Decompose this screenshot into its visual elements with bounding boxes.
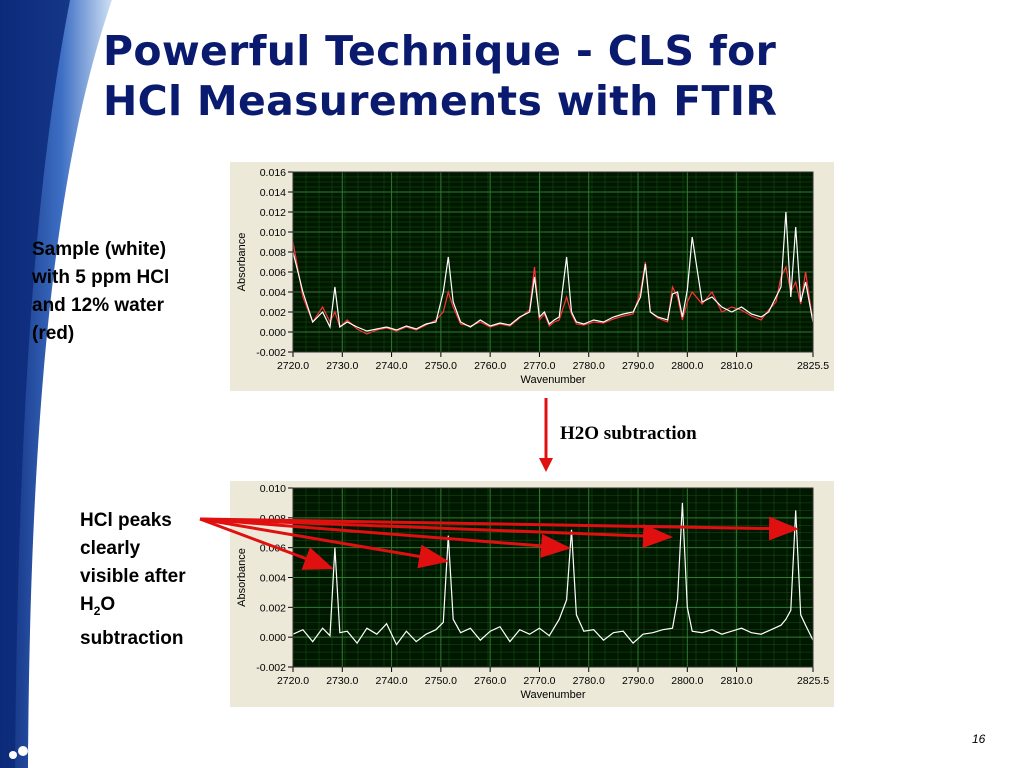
peaks-note: HCl peaks clearly visible after H2O subt…: [80, 507, 186, 653]
logo-text: mks: [46, 731, 103, 763]
sample-note-line: with 5 ppm HCl: [32, 267, 170, 288]
x-tick-label: 2740.0: [376, 675, 408, 687]
residual-spectrum-chart: 0.010 0.008 0.006 0.004 0.002 0.000 -0.002 2720…: [230, 481, 834, 707]
y-tick-label: 0.010: [260, 483, 286, 495]
x-tick-label: 2740.0: [376, 360, 408, 372]
y-axis-label: Absorbance: [236, 548, 248, 607]
y-tick-label: 0.004: [260, 573, 286, 585]
x-tick-label: 2750.0: [425, 675, 457, 687]
mks-logo: mks: [8, 731, 118, 763]
sample-note-line: (red): [32, 323, 75, 344]
y-tick-label: 0.004: [260, 287, 286, 299]
y-tick-label: 0.006: [260, 267, 286, 279]
x-axis-label: Wavenumber: [520, 689, 585, 701]
y-tick-label: 0.008: [260, 247, 286, 259]
x-tick-label: 2770.0: [523, 675, 555, 687]
y-tick-label: 0.014: [260, 187, 286, 199]
x-tick-label: 2730.0: [326, 675, 358, 687]
peaks-note-line: clearly: [80, 538, 141, 559]
x-tick-label: 2800.0: [671, 360, 703, 372]
x-tick-label: 2770.0: [523, 360, 555, 372]
sample-spectrum-chart: 0.016 0.014 0.012 0.010 0.008 0.006 0.004 0.002…: [230, 162, 834, 391]
x-tick-label: 2720.0: [277, 675, 309, 687]
plot-frame: [292, 487, 814, 668]
x-tick-label: 2800.0: [671, 675, 703, 687]
y-tick-label: -0.002: [256, 662, 286, 674]
x-tick-label: 2810.0: [721, 360, 753, 372]
peaks-note-line: subtraction: [80, 627, 184, 649]
y-tick-label: 0.000: [260, 327, 286, 339]
sample-note: Sample (white) with 5 ppm HCl and 12% wa…: [32, 236, 169, 348]
slide-title: Powerful Technique - CLS for HCl Measure…: [103, 26, 777, 126]
peaks-note-line: HCl peaks: [80, 510, 172, 531]
x-tick-label: 2760.0: [474, 675, 506, 687]
page-number: 16: [972, 732, 986, 746]
peaks-note-line: H2O: [80, 591, 186, 625]
y-tick-label: 0.002: [260, 602, 286, 614]
y-tick-label: 0.016: [260, 167, 286, 179]
y-tick-label: -0.002: [256, 347, 286, 359]
y-tick-label: 0.008: [260, 513, 286, 525]
water-subscript: 2: [93, 603, 101, 618]
y-tick-label: 0.012: [260, 207, 286, 219]
peaks-note-line: visible after: [80, 566, 186, 587]
down-arrow-icon: [539, 398, 553, 472]
y-tick-label: 0.006: [260, 543, 286, 555]
x-tick-label: 2825.5: [797, 360, 829, 372]
y-tick-label: 0.010: [260, 227, 286, 239]
series-line-sample: [292, 211, 814, 332]
residual-spectrum-svg: 0.010 0.008 0.006 0.004 0.002 0.000 -0.0022720…: [236, 483, 829, 701]
y-tick-label: 0.002: [260, 307, 286, 319]
x-tick-label: 2780.0: [573, 360, 605, 372]
y-axis-label: Absorbance: [236, 233, 248, 292]
title-line-2: HCl Measurements with FTIR: [103, 77, 778, 125]
sample-spectrum-svg: 0.016 0.014 0.012 0.010 0.008 0.006 0.004 0.002…: [236, 167, 829, 386]
x-tick-label: 2730.0: [326, 360, 358, 372]
logo-dots-icon: [9, 736, 42, 759]
x-axis-label: Wavenumber: [520, 374, 585, 386]
series-line-residual: [292, 502, 814, 646]
x-tick-label: 2750.0: [425, 360, 457, 372]
sample-note-line: Sample (white): [32, 239, 167, 260]
x-tick-label: 2790.0: [622, 360, 654, 372]
x-tick-label: 2760.0: [474, 360, 506, 372]
water-o: O: [100, 594, 116, 615]
water-h: H: [80, 594, 94, 615]
arrow-label: H2O subtraction: [560, 423, 697, 444]
minor-grid: [293, 172, 813, 352]
x-tick-label: 2720.0: [277, 360, 309, 372]
x-tick-label: 2825.5: [797, 675, 829, 687]
y-tick-label: 0.000: [260, 632, 286, 644]
sample-note-line: and 12% water: [32, 295, 164, 316]
x-tick-label: 2810.0: [721, 675, 753, 687]
title-line-1: Powerful Technique - CLS for: [103, 27, 777, 75]
x-tick-label: 2780.0: [573, 675, 605, 687]
plot-frame: [292, 171, 814, 353]
x-tick-label: 2790.0: [622, 675, 654, 687]
